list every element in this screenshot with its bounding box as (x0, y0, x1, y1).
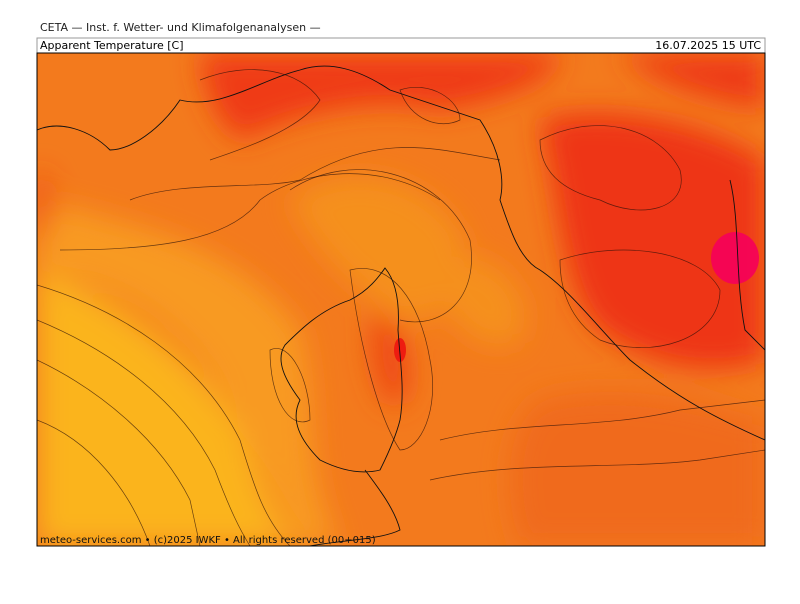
coastlines (37, 65, 765, 546)
footer: meteo-services.com • (c)2025 IWKF • All … (40, 535, 376, 546)
map-frame (36, 52, 766, 547)
field (37, 53, 765, 546)
header: CETA — Inst. f. Wetter- und Klimafolgena… (40, 21, 321, 34)
isolines (37, 69, 765, 546)
title: Apparent Temperature [C] (40, 39, 184, 52)
date: 16.07.2025 15 UTC (655, 39, 761, 52)
